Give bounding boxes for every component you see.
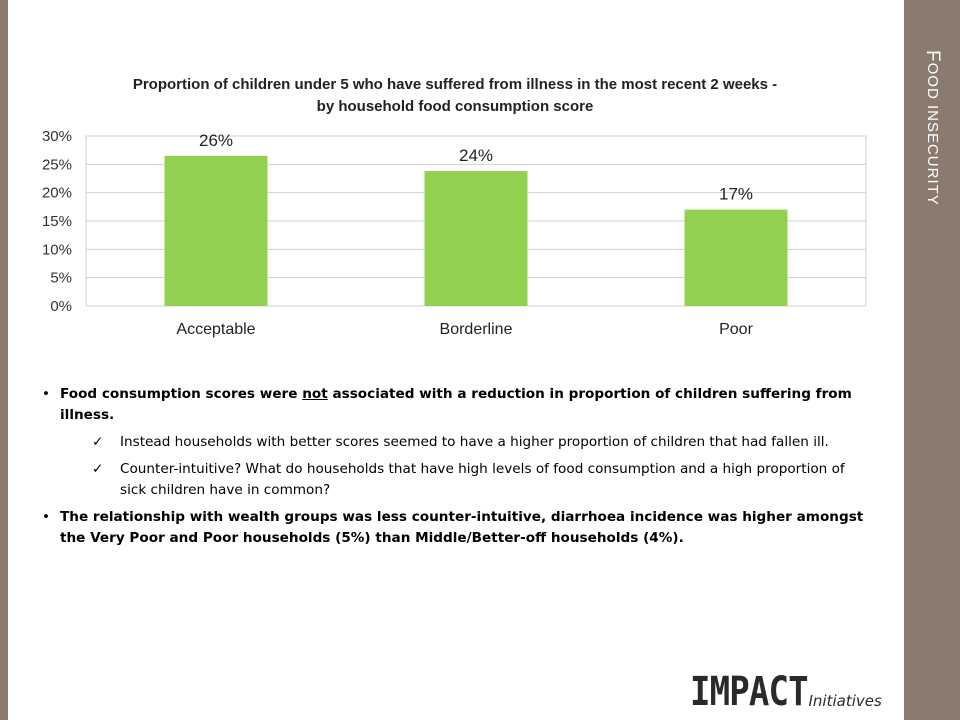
bullet-wealth-groups: The relationship with wealth groups was …	[42, 507, 870, 549]
checkmark-icon: ✓	[92, 434, 104, 450]
left-accent-bar	[0, 0, 8, 720]
bullet-list: Food consumption scores were not associa…	[42, 384, 870, 555]
x-category-label: Borderline	[440, 321, 513, 338]
bar	[684, 209, 788, 306]
data-label: 26%	[199, 131, 233, 150]
chart-title: Proportion of children under 5 who have …	[80, 74, 830, 118]
logo-main-text: IMPACT	[690, 669, 809, 715]
y-tick-label: 30%	[42, 128, 72, 145]
bar-chart: 0% 5% 10% 15% 20% 25% 30% 26% Acceptable 24% Borde…	[42, 128, 867, 338]
bullet-food-consumption: Food consumption scores were not associa…	[42, 384, 870, 426]
check-item-counter-intuitive: ✓ Counter-intuitive? What do households t…	[42, 459, 870, 501]
bullet-underlined-text: not	[302, 386, 328, 402]
x-category-label: Poor	[719, 321, 753, 338]
data-label: 24%	[459, 146, 493, 165]
bar	[164, 155, 268, 306]
y-tick-label: 20%	[42, 185, 72, 202]
impact-initiatives-logo: IMPACT Initiatives	[690, 664, 882, 714]
check-item-better-scores: ✓ Instead households with better scores s…	[42, 432, 870, 453]
y-tick-label: 25%	[42, 156, 72, 173]
data-label: 17%	[719, 185, 753, 204]
section-title-initial: F	[922, 50, 943, 63]
bullet-text: The relationship with wealth groups was …	[60, 509, 864, 546]
y-tick-label: 10%	[42, 241, 72, 258]
bar	[424, 171, 528, 306]
bullet-text: Food consumption scores were	[60, 386, 303, 402]
bullet-text: associated with a reduction in proportio…	[60, 386, 852, 423]
chart-title-line2: by household food consumption score	[316, 98, 594, 115]
y-tick-label: 15%	[42, 213, 72, 230]
checkmark-icon: ✓	[92, 461, 104, 477]
side-panel: FOOD INSECURITY	[904, 0, 960, 720]
check-item-text: Instead households with better scores se…	[120, 434, 829, 450]
chart-title-line1: Proportion of children under 5 who have …	[132, 76, 778, 93]
check-item-text: Counter-intuitive? What do households th…	[120, 461, 845, 498]
y-tick-label: 5%	[50, 270, 72, 287]
x-category-label: Acceptable	[176, 321, 255, 338]
y-tick-label: 0%	[50, 298, 72, 315]
section-title-rest: OOD INSECURITY	[924, 62, 941, 206]
section-title: FOOD INSECURITY	[921, 50, 943, 206]
logo-sub-text: Initiatives	[808, 692, 882, 710]
